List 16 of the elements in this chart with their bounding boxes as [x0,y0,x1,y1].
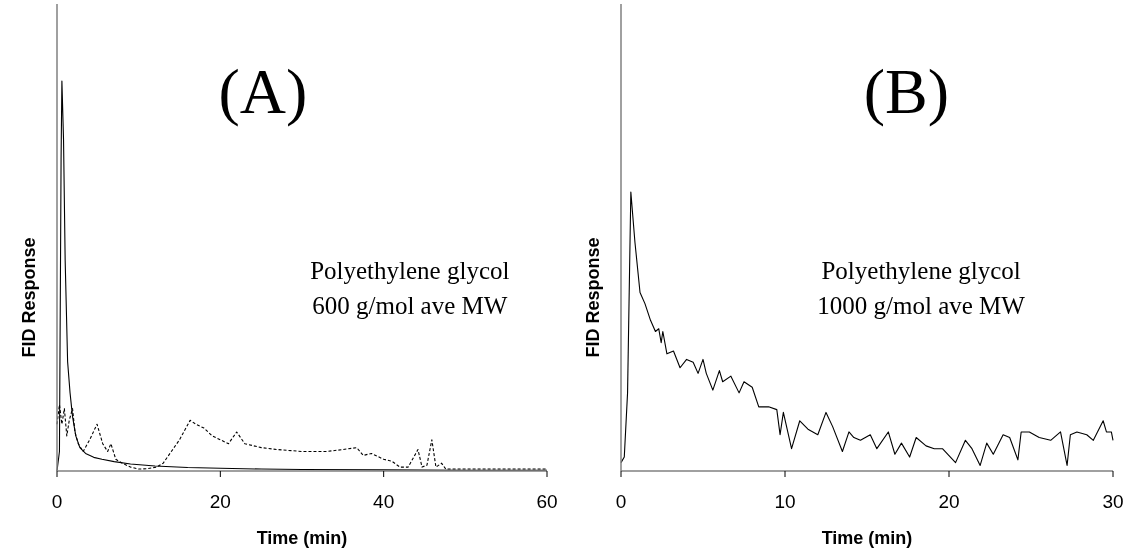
x-tick-label: 0 [51,491,63,512]
y-axis-title: FID Response [583,237,603,358]
chart-title: (B) [863,56,950,127]
x-axis-title: Time (min) [821,528,913,548]
y-axis-title: FID Response [19,237,39,358]
x-axis-title: Time (min) [256,528,348,548]
x-tick-label: 20 [209,491,231,512]
x-tick-label: 20 [938,491,960,512]
annotation: Polyethylene glycol 1000 g/mol ave MW [817,257,1026,319]
x-tick-label: 40 [373,491,395,512]
x-tick-label: 30 [1102,491,1124,512]
x-tick-label: 10 [774,491,796,512]
x-tick-label: 0 [615,491,627,512]
annotation: Polyethylene glycol 600 g/mol ave MW [310,257,510,319]
chart-title: (A) [218,56,308,127]
x-tick-label: 60 [536,491,558,512]
